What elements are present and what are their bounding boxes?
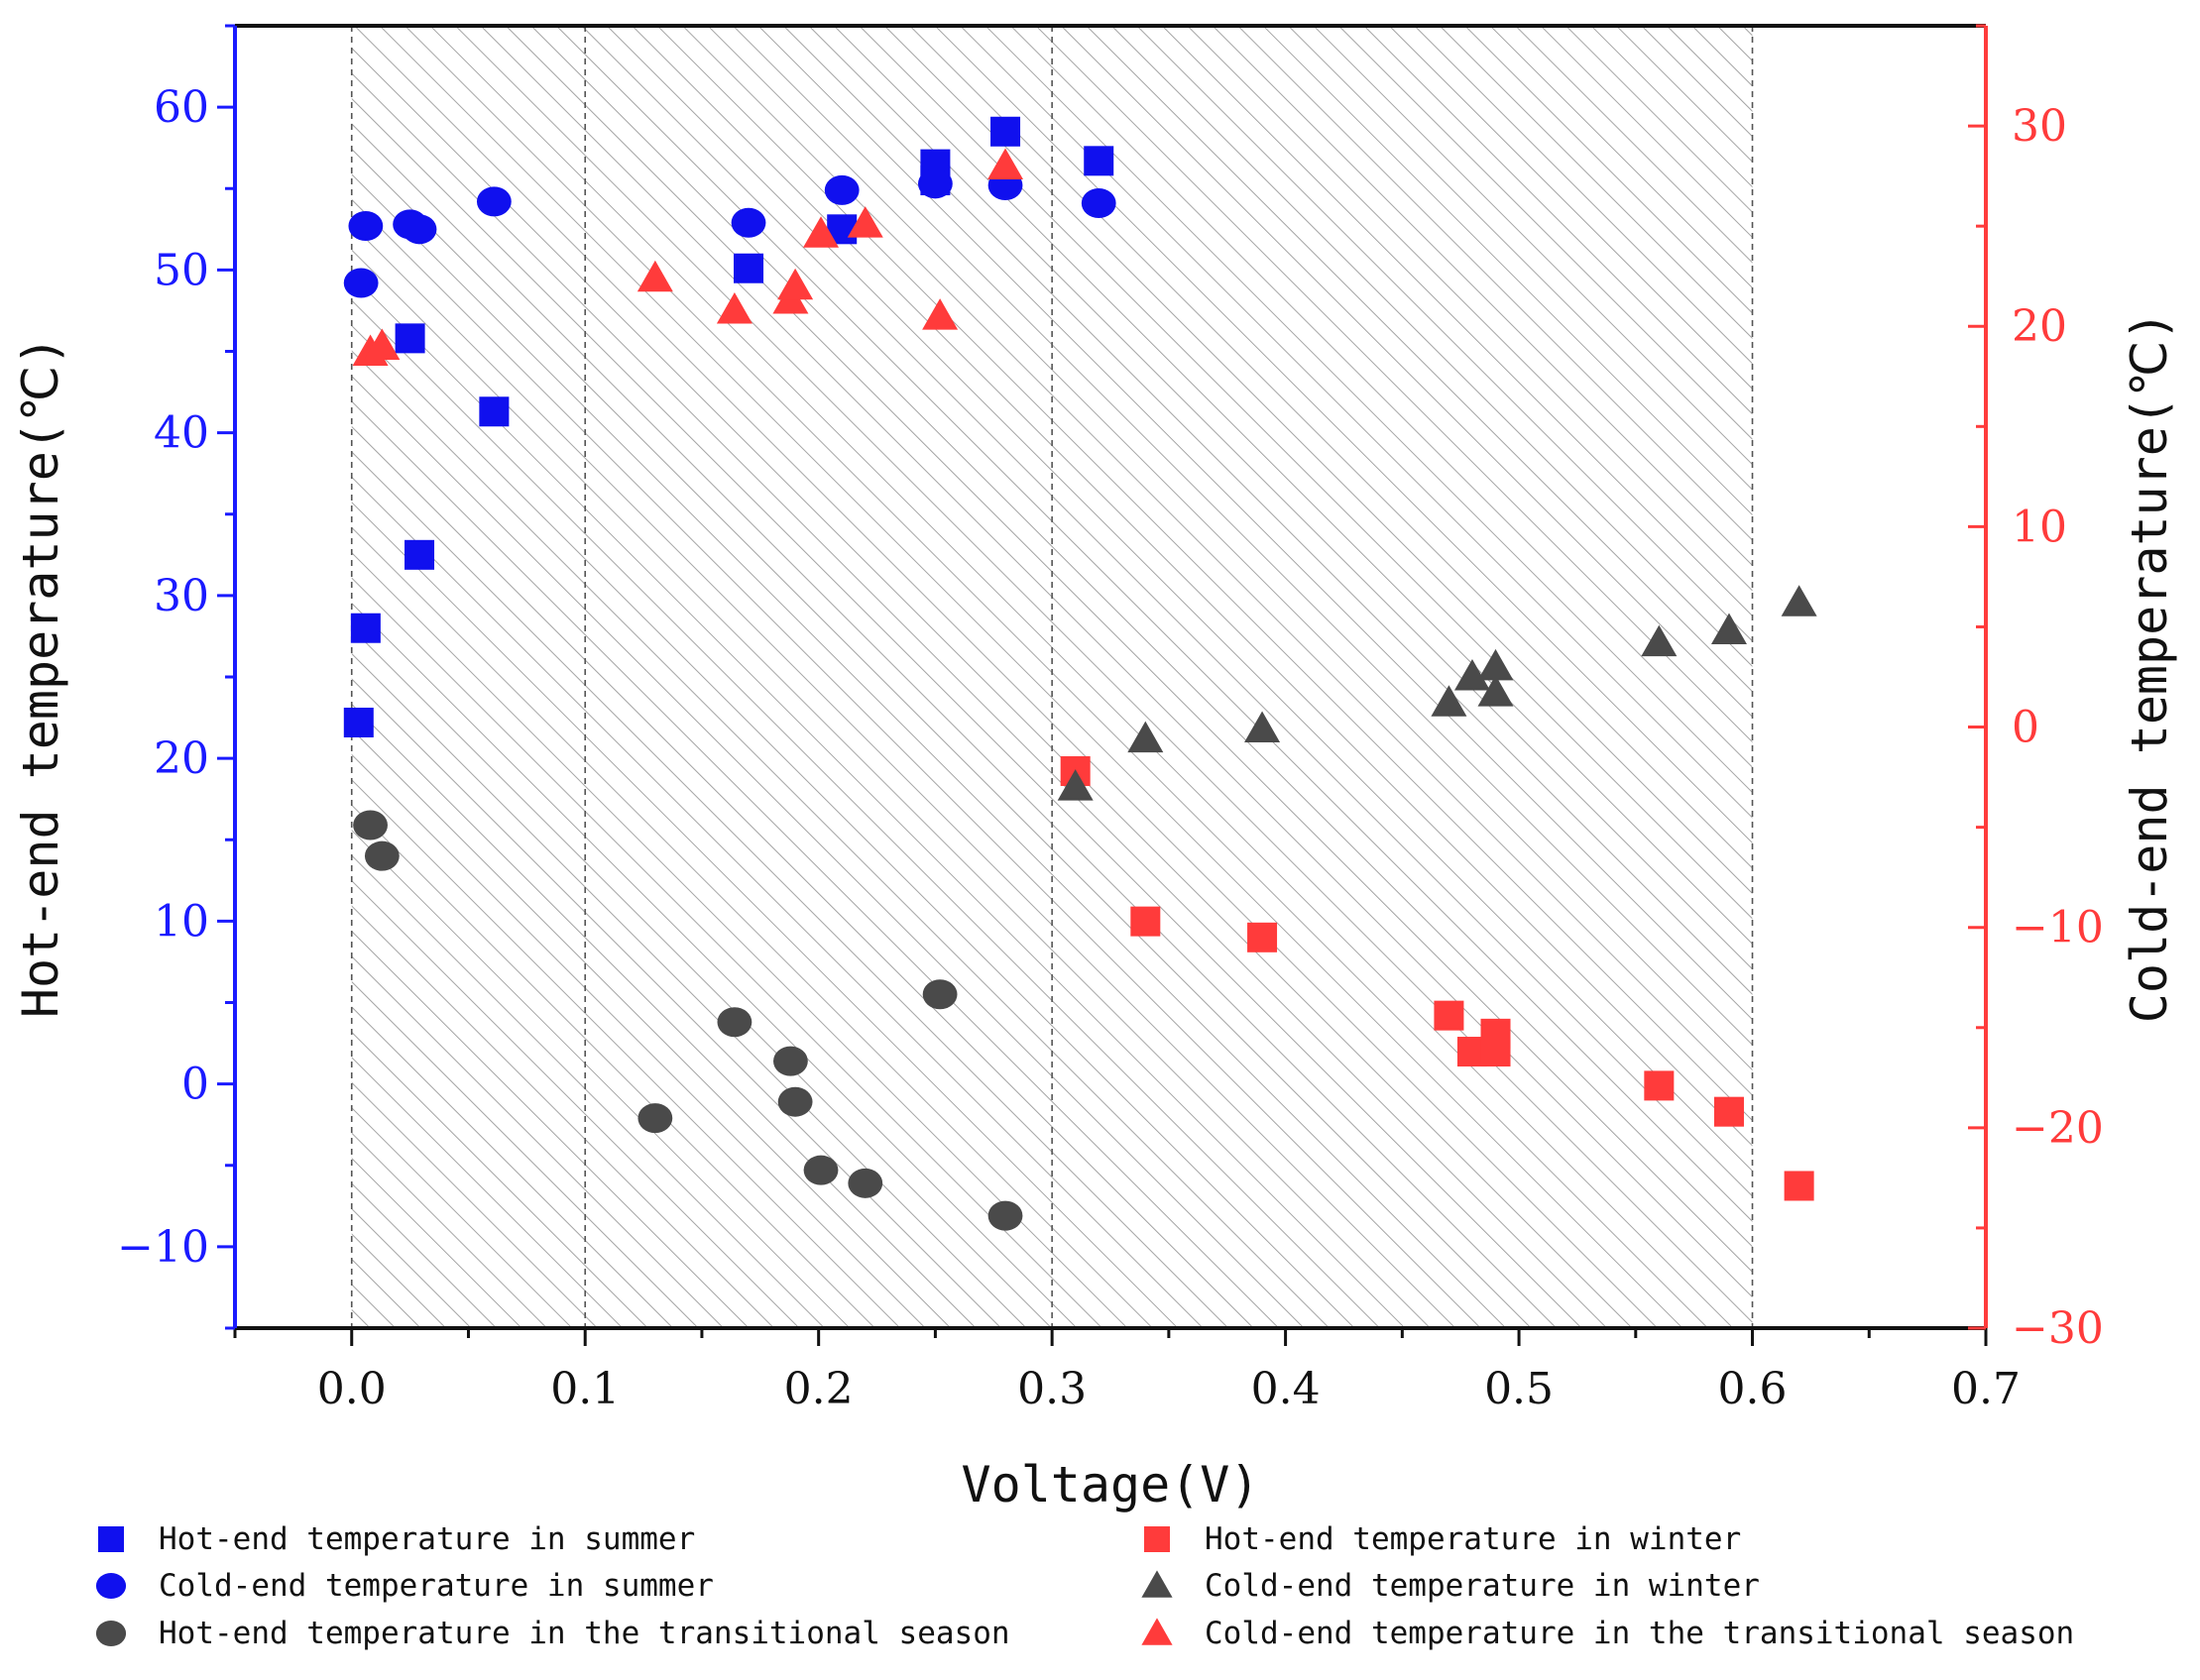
data-point-series-4 [1247, 922, 1278, 952]
data-point-series-1 [405, 539, 435, 570]
y-tick-label-right: 0 [2012, 703, 2039, 753]
y-tick-label-left: 60 [154, 82, 209, 133]
data-point-series-6 [364, 328, 401, 360]
data-point-series-3 [637, 1103, 673, 1134]
y-tick-label-left: 10 [154, 896, 209, 947]
data-point-series-3 [922, 979, 958, 1010]
x-axis-title: Voltage(V) [961, 1456, 1259, 1513]
data-point-series-1 [350, 613, 381, 643]
data-point-series-3 [353, 810, 388, 840]
data-point-series-5 [1477, 675, 1514, 707]
legend-marker [98, 1526, 124, 1552]
data-point-series-5 [1477, 648, 1514, 681]
data-point-series-3 [803, 1155, 839, 1185]
x-tick-label: 0.5 [1484, 1364, 1554, 1414]
y-tick-label-left: 0 [181, 1060, 209, 1110]
y-tick-label-right: −10 [2012, 903, 2104, 953]
legend-label: Cold-end temperature in summer [159, 1568, 714, 1604]
data-point-series-3 [848, 1168, 883, 1198]
data-points [343, 116, 1817, 1231]
data-point-series-6 [777, 268, 814, 300]
data-point-series-6 [803, 216, 840, 248]
data-point-series-1 [479, 396, 510, 427]
y-tick-label-left: 30 [154, 571, 209, 621]
y-tick-label-left: 50 [154, 245, 209, 295]
data-point-series-1 [734, 253, 764, 283]
data-point-series-5 [1453, 659, 1490, 691]
x-tick-label: 0.3 [1017, 1364, 1087, 1414]
legend-label: Hot-end temperature in summer [159, 1521, 695, 1557]
data-point-series-2 [476, 186, 512, 217]
data-point-series-3 [364, 840, 400, 871]
legend-marker [1141, 1570, 1173, 1598]
legend-marker [95, 1621, 127, 1646]
y-tick-label-left: 40 [154, 408, 209, 459]
y-tick-label-right: 30 [2012, 101, 2067, 152]
legend-label: Cold-end temperature in winter [1205, 1568, 1760, 1604]
legend-label: Hot-end temperature in the transitional … [159, 1616, 1010, 1651]
data-point-series-2 [348, 211, 384, 242]
legend-label: Cold-end temperature in the transitional… [1205, 1616, 2074, 1651]
y-axis-title-right: Cold-end temperature(℃) [2121, 311, 2178, 1023]
data-point-series-3 [717, 1007, 753, 1038]
data-point-series-5 [1710, 613, 1747, 645]
data-point-series-5 [1244, 711, 1281, 743]
data-point-series-2 [824, 174, 860, 205]
legend-marker [1141, 1618, 1173, 1645]
x-tick-label: 0.1 [550, 1364, 620, 1414]
data-point-series-3 [987, 1200, 1023, 1231]
dashed-gridlines [350, 26, 1754, 1328]
y-tick-label-right: −20 [2012, 1103, 2104, 1154]
data-point-series-2 [1081, 188, 1116, 219]
data-point-series-6 [716, 292, 753, 324]
data-point-series-4 [1130, 906, 1161, 937]
data-point-series-4 [1434, 1000, 1464, 1031]
data-point-series-5 [1057, 769, 1094, 801]
data-point-series-2 [731, 207, 766, 238]
x-tick-label: 0.4 [1251, 1364, 1321, 1414]
data-point-series-1 [395, 323, 425, 354]
data-point-series-6 [847, 206, 883, 238]
y-tick-label-right: −30 [2012, 1303, 2104, 1354]
data-point-series-5 [1641, 624, 1678, 657]
x-tick-label: 0.2 [784, 1364, 854, 1414]
data-point-series-5 [1431, 685, 1467, 717]
y-axis-title-left: Hot-end temperature(℃) [12, 336, 69, 1018]
legend-marker [95, 1573, 127, 1599]
legend: Hot-end temperature in summer Cold-end te… [95, 1521, 2074, 1651]
data-point-series-6 [987, 148, 1024, 180]
x-tick-label: 0.6 [1718, 1364, 1788, 1414]
data-point-series-1 [343, 707, 374, 737]
data-point-series-5 [1781, 585, 1817, 616]
data-point-series-4 [1784, 1171, 1814, 1201]
y-tick-label-right: 20 [2012, 301, 2067, 352]
axes: 0.0 0.1 0.2 0.3 0.4 0.5 0.6 0.7 −10 0 10 20 30 40 50 60… [117, 24, 2104, 1414]
data-point-series-6 [637, 260, 673, 292]
data-point-series-4 [1480, 1037, 1511, 1067]
data-point-series-1 [1084, 146, 1114, 176]
x-tick-label: 0.0 [317, 1364, 387, 1414]
data-point-series-4 [1644, 1070, 1675, 1101]
legend-label: Hot-end temperature in winter [1205, 1521, 1741, 1557]
y-tick-label-left: 20 [154, 733, 209, 784]
data-point-series-2 [343, 268, 379, 298]
y-tick-label-left: −10 [117, 1222, 209, 1273]
data-point-series-2 [918, 168, 953, 199]
y-tick-label-right: 10 [2012, 502, 2067, 552]
data-point-series-6 [922, 298, 959, 330]
data-point-series-5 [1127, 721, 1164, 753]
x-tick-label: 0.7 [1951, 1364, 2021, 1414]
data-point-series-3 [773, 1046, 808, 1076]
legend-marker [1144, 1526, 1170, 1552]
data-point-series-3 [777, 1086, 813, 1117]
data-point-series-4 [1713, 1096, 1744, 1127]
data-point-series-2 [402, 214, 437, 245]
data-point-series-1 [990, 116, 1021, 147]
